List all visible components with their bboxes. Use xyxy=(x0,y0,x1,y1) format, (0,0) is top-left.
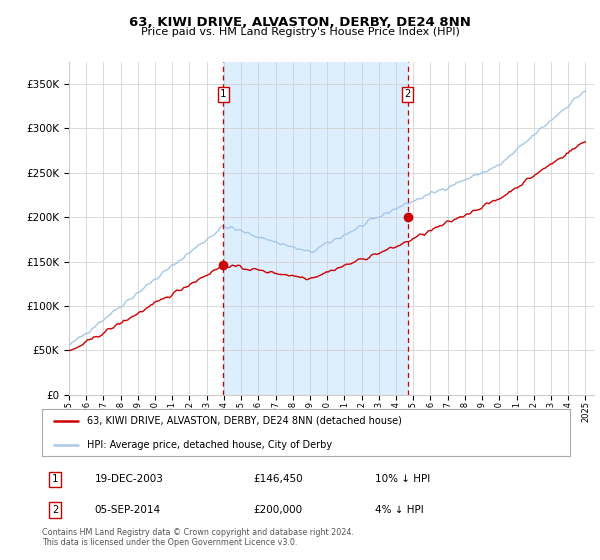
Text: 2: 2 xyxy=(404,90,411,100)
Text: 4% ↓ HPI: 4% ↓ HPI xyxy=(374,505,424,515)
Text: 63, KIWI DRIVE, ALVASTON, DERBY, DE24 8NN: 63, KIWI DRIVE, ALVASTON, DERBY, DE24 8N… xyxy=(129,16,471,29)
Text: £146,450: £146,450 xyxy=(253,474,303,484)
Text: Contains HM Land Registry data © Crown copyright and database right 2024.
This d: Contains HM Land Registry data © Crown c… xyxy=(42,528,354,547)
Text: 1: 1 xyxy=(220,90,226,100)
Text: 1: 1 xyxy=(52,474,58,484)
Text: 2: 2 xyxy=(52,505,58,515)
Text: 05-SEP-2014: 05-SEP-2014 xyxy=(95,505,161,515)
Text: HPI: Average price, detached house, City of Derby: HPI: Average price, detached house, City… xyxy=(87,440,332,450)
Text: 63, KIWI DRIVE, ALVASTON, DERBY, DE24 8NN (detached house): 63, KIWI DRIVE, ALVASTON, DERBY, DE24 8N… xyxy=(87,416,402,426)
Text: Price paid vs. HM Land Registry's House Price Index (HPI): Price paid vs. HM Land Registry's House … xyxy=(140,27,460,37)
Text: 10% ↓ HPI: 10% ↓ HPI xyxy=(374,474,430,484)
Text: £200,000: £200,000 xyxy=(253,505,302,515)
Text: 19-DEC-2003: 19-DEC-2003 xyxy=(95,474,164,484)
Bar xyxy=(223,62,407,395)
